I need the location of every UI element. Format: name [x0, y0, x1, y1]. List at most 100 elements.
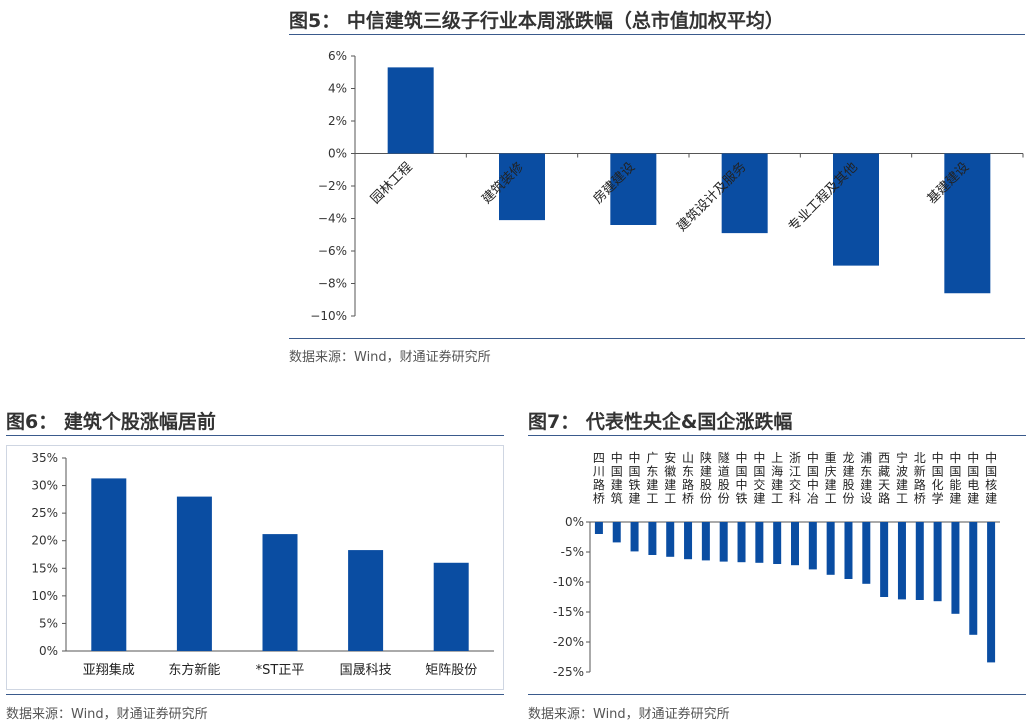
- bar: [387, 67, 434, 154]
- bar: [833, 153, 879, 266]
- figure-5-source: 数据来源：Wind，财通证券研究所: [289, 350, 491, 365]
- bar: [499, 153, 545, 221]
- y-tick-label: 6%: [328, 49, 347, 63]
- bar: [944, 153, 991, 294]
- y-tick-label: 0%: [39, 644, 58, 658]
- y-tick-label: -20%: [553, 635, 584, 649]
- figure-5-title: 图5： 中信建筑三级子行业本周涨跌幅（总市值加权平均）: [289, 10, 784, 32]
- y-tick-label: 15%: [31, 561, 58, 575]
- y-tick-label: 0%: [565, 515, 584, 529]
- bar: [755, 522, 764, 563]
- y-tick-label: −4%: [318, 212, 347, 226]
- x-tick-label: 山东路桥: [682, 451, 694, 506]
- x-tick-label: 浙江交科: [789, 451, 801, 506]
- x-tick-label: 中国铁建: [629, 450, 641, 506]
- x-tick-label: 陕建股份: [700, 450, 712, 506]
- figure-6-chart: 35% 30% 25% 20% 15% 10% 5% 0% 亚翔集成 东方新能 *ST正平 国晟科技 矩…: [31, 451, 494, 678]
- x-tick-label: 中国能建: [949, 450, 961, 506]
- bar: [721, 153, 768, 234]
- x-tick-label: 中国电建: [967, 450, 979, 506]
- figure-6-frame: [6, 445, 504, 690]
- y-tick-label: 4%: [328, 82, 347, 96]
- bar: [719, 522, 728, 562]
- x-tick-label: 浦东建设: [860, 451, 872, 506]
- y-tick-label: -25%: [553, 665, 584, 679]
- figure-6-title-rule: [6, 435, 504, 436]
- x-tick-label: 矩阵股份: [425, 663, 477, 678]
- y-tick-label: 10%: [31, 589, 58, 603]
- bar: [808, 522, 817, 570]
- figure-6-source: 数据来源：Wind，财通证券研究所: [6, 707, 208, 722]
- bar: [880, 522, 889, 597]
- bar: [262, 534, 298, 651]
- y-tick-label: 5%: [39, 616, 58, 630]
- x-tick-label: 宁波建工: [896, 450, 908, 506]
- y-tick-label: 30%: [31, 479, 58, 493]
- x-tick-label: 亚翔集成: [83, 662, 135, 678]
- bar: [987, 522, 996, 663]
- figure-7-title-rule: [528, 435, 1026, 436]
- figure-7-title: 图7： 代表性央企&国企涨跌幅: [528, 411, 793, 433]
- y-tick-label: 20%: [31, 534, 58, 548]
- x-tick-label: 重庆建工: [825, 451, 837, 506]
- bar: [933, 522, 942, 602]
- bar: [91, 478, 127, 651]
- x-tick-label: 广东建工: [646, 451, 658, 506]
- bar: [612, 522, 621, 543]
- bar: [791, 522, 799, 566]
- bar: [862, 522, 871, 584]
- figure-6-title: 图6： 建筑个股涨幅居前: [6, 411, 216, 433]
- bar: [594, 522, 603, 534]
- figure-5-title-rule: [289, 34, 1025, 35]
- x-tick-label: 西藏天路: [878, 451, 890, 506]
- y-tick-label: −2%: [318, 179, 347, 193]
- bar: [433, 562, 469, 651]
- bar: [630, 522, 639, 552]
- y-tick-label: −6%: [318, 244, 347, 258]
- y-tick-label: -10%: [553, 575, 584, 589]
- y-tick-label: 25%: [31, 506, 58, 520]
- figure-5-chart: 6%4%2%0%−2%−4%−6%−8%−10%园林工程 建筑装修 房建建设 建筑设计…: [310, 49, 1024, 323]
- bar: [610, 153, 657, 225]
- x-tick-label: 中国中冶: [807, 450, 819, 506]
- bar: [684, 522, 693, 560]
- y-tick-label: −10%: [310, 309, 347, 323]
- y-tick-label: −8%: [318, 277, 347, 291]
- bar: [701, 522, 710, 561]
- x-tick-label: 中国中铁: [736, 450, 748, 506]
- figure-7-chart: 0% -5% -10% -15% -20% -25% 四川路桥中国建筑中国铁建广东建工安徽建…: [553, 450, 1000, 679]
- y-tick-label: -15%: [553, 605, 584, 619]
- y-tick-label: 2%: [328, 114, 347, 128]
- x-tick-label: *ST正平: [256, 663, 305, 678]
- figure-6-bottom-rule: [6, 694, 504, 695]
- x-tick-label: 中国核建: [985, 450, 997, 506]
- bar: [648, 522, 657, 555]
- figure-7-source: 数据来源：Wind，财通证券研究所: [528, 707, 730, 722]
- x-tick-label: 安徽建工: [664, 450, 676, 506]
- bar: [773, 522, 782, 564]
- y-tick-label: 35%: [31, 451, 58, 465]
- bar: [915, 522, 924, 600]
- y-tick-label: -5%: [561, 545, 584, 559]
- bar: [844, 522, 853, 579]
- bar: [348, 550, 384, 651]
- figure-5-bottom-rule: [289, 338, 1025, 339]
- x-tick-label: 中国化学: [932, 450, 944, 506]
- bar: [826, 522, 835, 575]
- x-tick-label: 上海建工: [771, 451, 783, 506]
- x-tick-label: 中国交建: [753, 450, 765, 506]
- bar: [951, 522, 960, 614]
- x-tick-label: 北新路桥: [914, 451, 926, 506]
- bar: [176, 496, 212, 651]
- bar: [897, 522, 906, 600]
- y-tick-label: 0%: [328, 147, 347, 161]
- x-tick-label: 龙建股份: [842, 451, 854, 506]
- x-tick-label: 隧道股份: [718, 450, 730, 506]
- figure-7-bottom-rule: [528, 694, 1026, 695]
- bar: [666, 522, 675, 557]
- x-tick-label: 国晟科技: [340, 663, 392, 678]
- x-tick-label: 中国建筑: [611, 450, 623, 506]
- x-tick-label: 四川路桥: [593, 451, 605, 506]
- bar: [737, 522, 746, 563]
- bar: [969, 522, 978, 635]
